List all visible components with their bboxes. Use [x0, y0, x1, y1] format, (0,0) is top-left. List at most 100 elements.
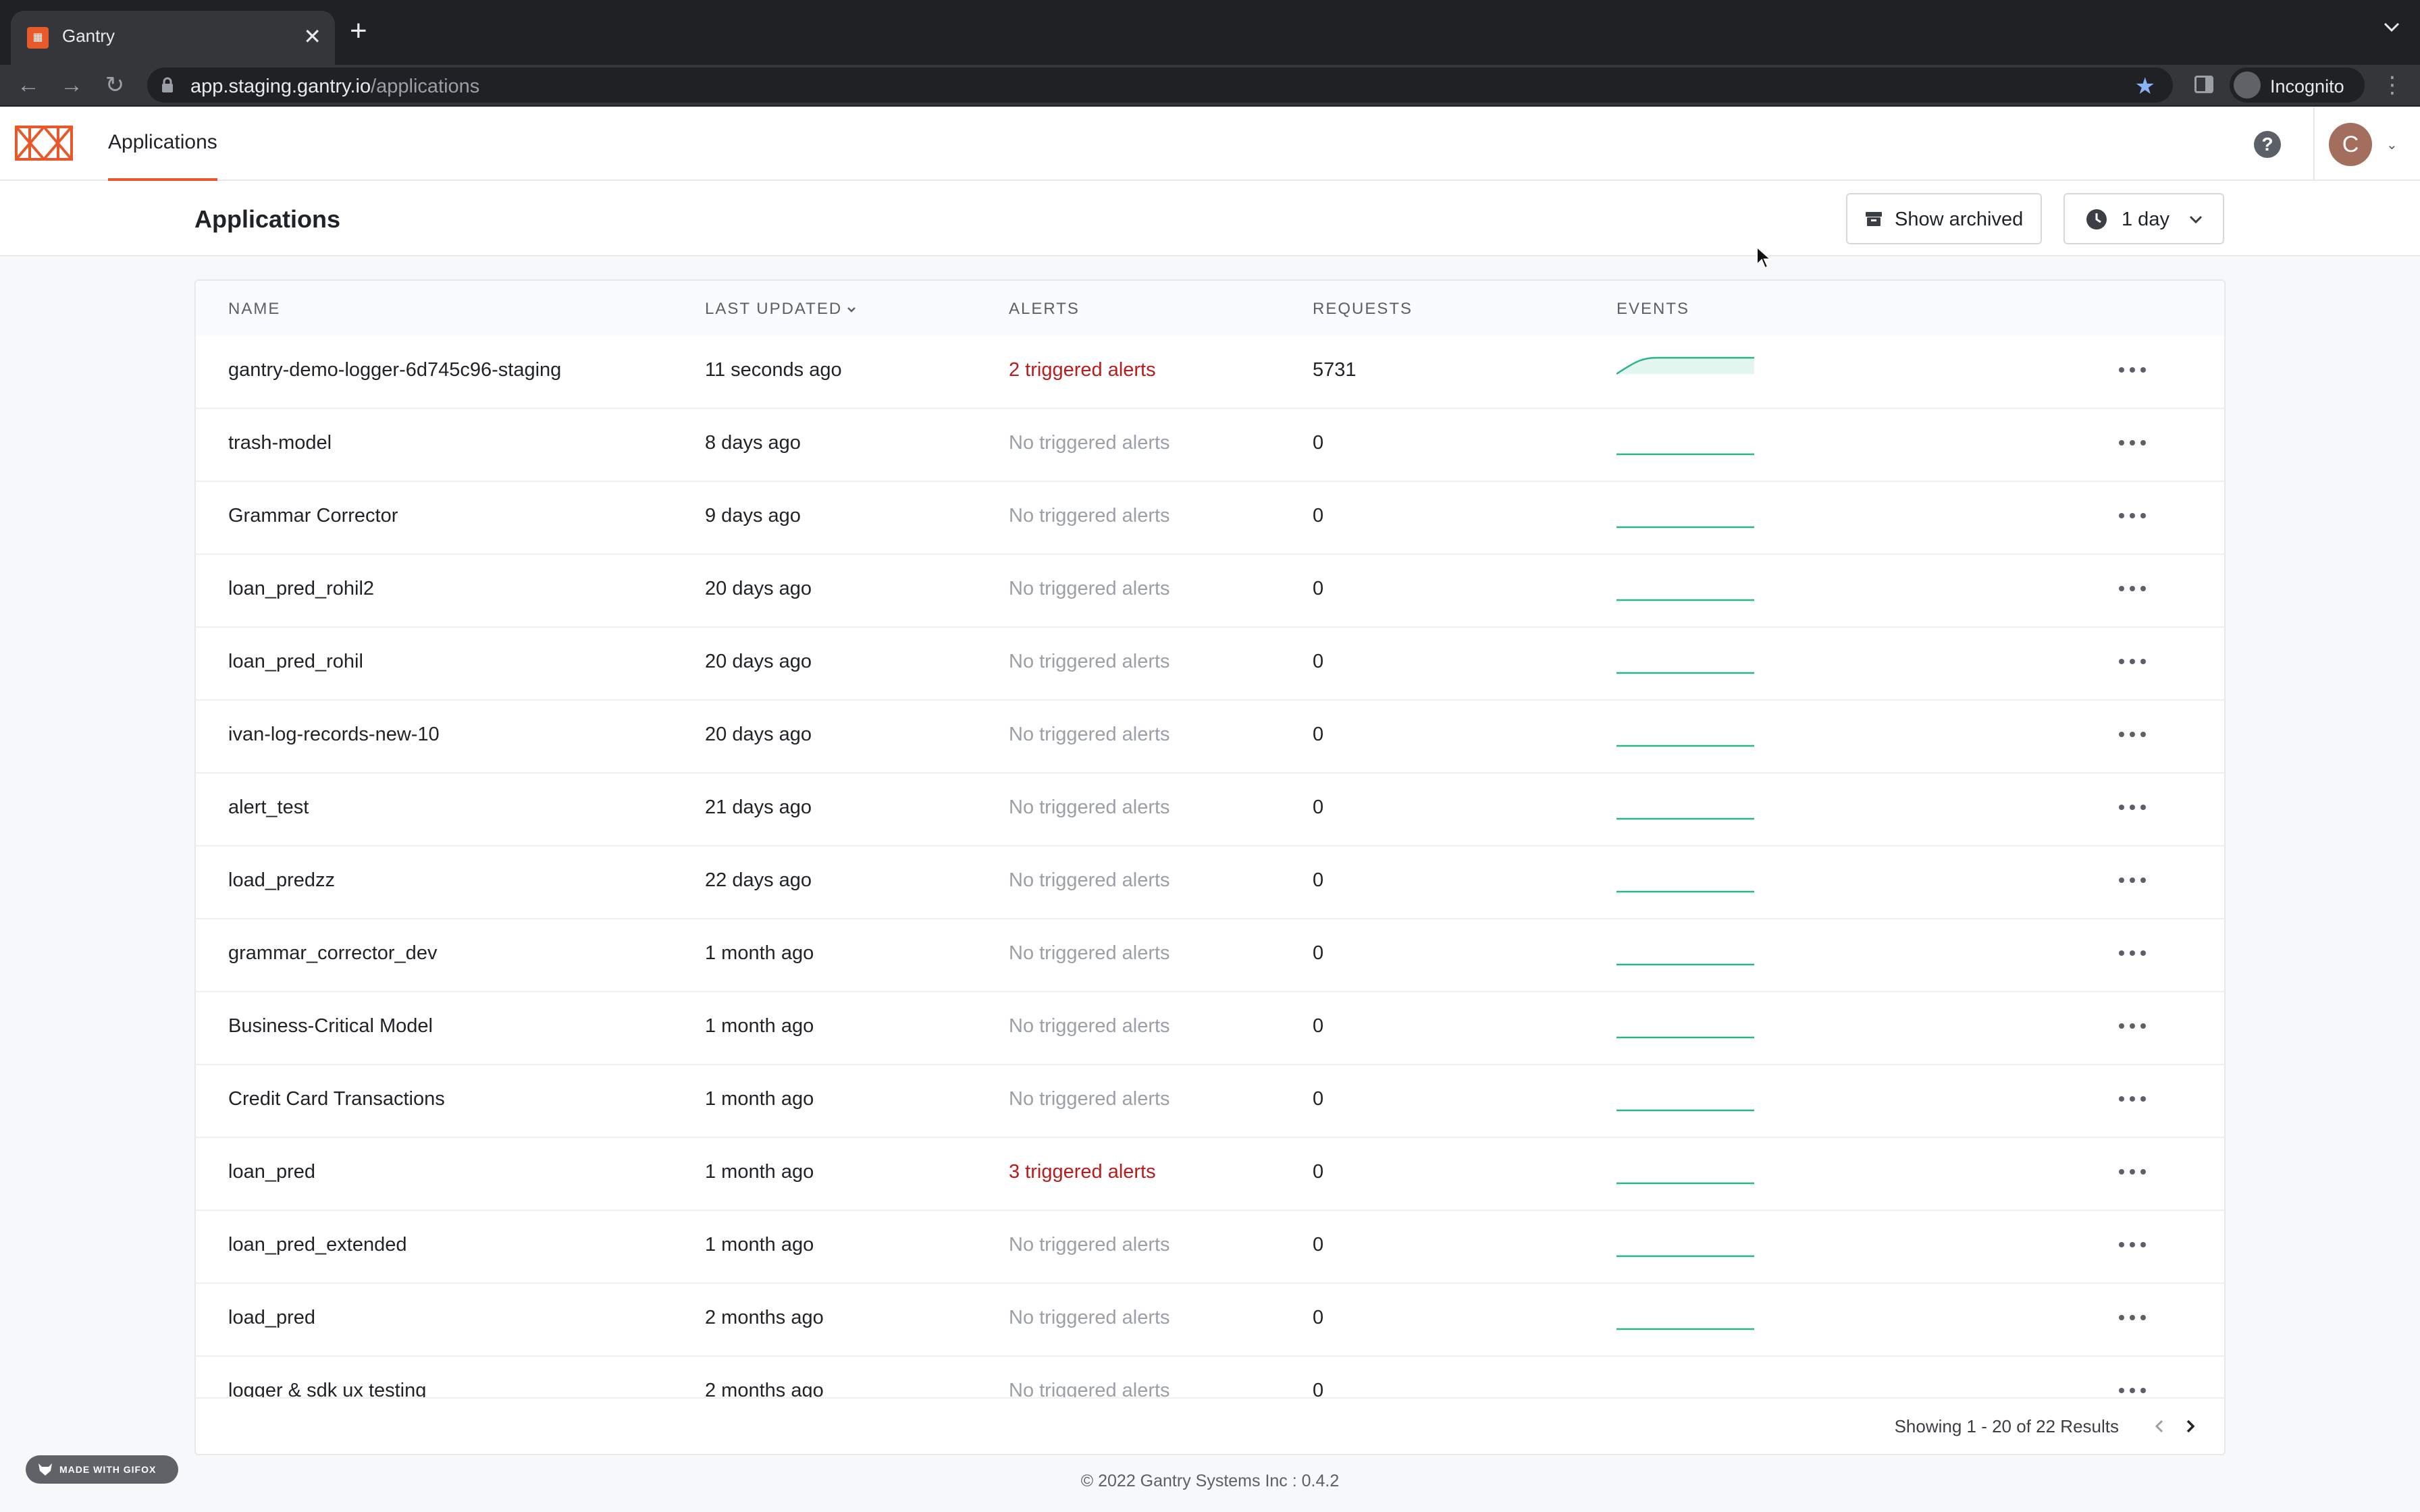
- dot: [2130, 1315, 2135, 1320]
- column-header-last-updated-label: LAST UPDATED: [705, 300, 843, 318]
- more-options-icon[interactable]: [2119, 1164, 2146, 1180]
- events-sparkline: [1616, 890, 1754, 893]
- more-options-icon[interactable]: [2119, 362, 2146, 378]
- gantry-logo-icon[interactable]: [14, 123, 74, 163]
- table-row[interactable]: Business-Critical Model 1 month ago No tri…: [196, 992, 2224, 1065]
- more-options-icon[interactable]: [2119, 1091, 2146, 1107]
- app-name[interactable]: loan_pred_rohil: [228, 651, 363, 672]
- alerts-status: No triggered alerts: [1009, 1380, 1170, 1400]
- sort-chevron-down-icon: [847, 306, 856, 313]
- app-name[interactable]: load_pred: [228, 1307, 315, 1328]
- more-options-icon[interactable]: [2119, 435, 2146, 451]
- events-sparkline: [1616, 526, 1754, 529]
- table-row[interactable]: ivan-log-records-new-10 20 days ago No tri…: [196, 701, 2224, 774]
- app-name[interactable]: ivan-log-records-new-10: [228, 724, 440, 745]
- more-options-icon[interactable]: [2119, 1382, 2146, 1399]
- table-row[interactable]: loan_pred_extended 1 month ago No triggere…: [196, 1211, 2224, 1284]
- table-row[interactable]: grammar_corrector_dev 1 month ago No trigg…: [196, 919, 2224, 992]
- back-arrow-icon[interactable]: ←: [17, 72, 40, 98]
- bookmark-star-icon[interactable]: ★: [2134, 74, 2155, 99]
- next-page-chevron-icon[interactable]: [2184, 1416, 2197, 1436]
- more-options-icon[interactable]: [2119, 1237, 2146, 1253]
- table-row[interactable]: load_predzz 22 days ago No triggered alert…: [196, 846, 2224, 919]
- user-avatar[interactable]: C: [2329, 123, 2372, 166]
- app-name[interactable]: loan_pred_extended: [228, 1234, 407, 1256]
- app-name[interactable]: trash-model: [228, 432, 332, 454]
- more-options-icon[interactable]: [2119, 799, 2146, 815]
- dot: [2119, 1242, 2124, 1247]
- side-panel-icon[interactable]: [2194, 76, 2213, 93]
- column-header-name[interactable]: NAME: [228, 300, 281, 318]
- table-row[interactable]: loan_pred 1 month ago 3 triggered alerts 0: [196, 1138, 2224, 1211]
- dot: [2140, 1096, 2146, 1102]
- new-tab-icon[interactable]: +: [350, 14, 367, 47]
- column-header-events[interactable]: EVENTS: [1616, 300, 1690, 318]
- more-options-icon[interactable]: [2119, 653, 2146, 670]
- dot: [2119, 659, 2124, 664]
- reload-icon[interactable]: ↻: [105, 72, 125, 98]
- events-sparkline: [1616, 1328, 1754, 1330]
- more-options-icon[interactable]: [2119, 580, 2146, 597]
- table-row[interactable]: loan_pred_rohil2 20 days ago No triggered …: [196, 555, 2224, 628]
- table-row[interactable]: Grammar Corrector 9 days ago No triggered …: [196, 482, 2224, 555]
- app-name[interactable]: alert_test: [228, 796, 309, 818]
- app-name[interactable]: logger & sdk ux testing: [228, 1380, 427, 1400]
- more-options-icon[interactable]: [2119, 1310, 2146, 1326]
- chevron-down-icon[interactable]: ⌄: [2386, 138, 2398, 153]
- app-name[interactable]: Business-Critical Model: [228, 1015, 433, 1037]
- time-range-label: 1 day: [2122, 209, 2169, 230]
- dot: [2130, 1023, 2135, 1029]
- dot: [2130, 878, 2135, 883]
- more-options-icon[interactable]: [2119, 945, 2146, 961]
- app-name[interactable]: Grammar Corrector: [228, 505, 398, 526]
- app-name[interactable]: loan_pred_rohil2: [228, 578, 375, 599]
- app-name[interactable]: Credit Card Transactions: [228, 1088, 445, 1110]
- table-row[interactable]: trash-model 8 days ago No triggered alerts…: [196, 409, 2224, 482]
- alerts-status: No triggered alerts: [1009, 432, 1170, 454]
- more-options-icon[interactable]: [2119, 872, 2146, 888]
- app-name[interactable]: gantry-demo-logger-6d745c96-staging: [228, 359, 562, 381]
- app-name[interactable]: loan_pred: [228, 1161, 315, 1183]
- events-sparkline: [1616, 1374, 1754, 1400]
- dot: [2130, 950, 2135, 956]
- dot: [2119, 367, 2124, 373]
- request-count: 0: [1313, 432, 1324, 454]
- gifox-badge: MADE WITH GIFOX: [26, 1455, 178, 1484]
- browser-tab[interactable]: ▦ Gantry ✕: [11, 11, 335, 65]
- address-bar[interactable]: app.staging.gantry.io/applications ★: [147, 68, 2173, 103]
- last-updated: 21 days ago: [705, 796, 812, 818]
- show-archived-label: Show archived: [1895, 209, 2024, 230]
- previous-page-chevron-icon[interactable]: [2153, 1416, 2166, 1436]
- table-row[interactable]: Credit Card Transactions 1 month ago No tr…: [196, 1065, 2224, 1138]
- browser-menu-icon[interactable]: ⋮: [2381, 72, 2404, 98]
- column-header-last-updated[interactable]: LAST UPDATED: [705, 300, 857, 319]
- request-count: 0: [1313, 942, 1324, 964]
- more-options-icon[interactable]: [2119, 1018, 2146, 1034]
- tab-search-chevron-icon[interactable]: [2382, 20, 2401, 34]
- column-header-requests[interactable]: REQUESTS: [1313, 300, 1413, 318]
- nav-tab-applications[interactable]: Applications: [108, 107, 217, 181]
- column-header-alerts[interactable]: ALERTS: [1009, 300, 1080, 318]
- incognito-profile-button[interactable]: Incognito: [2230, 68, 2365, 103]
- more-options-icon[interactable]: [2119, 726, 2146, 742]
- time-range-dropdown[interactable]: 1 day: [2063, 193, 2224, 244]
- show-archived-button[interactable]: Show archived: [1846, 193, 2042, 244]
- app-name[interactable]: load_predzz: [228, 869, 335, 891]
- table-row[interactable]: load_pred 2 months ago No triggered alerts…: [196, 1284, 2224, 1357]
- table-row[interactable]: loan_pred_rohil 20 days ago No triggered a…: [196, 628, 2224, 701]
- alerts-status: No triggered alerts: [1009, 505, 1170, 526]
- table-row[interactable]: logger & sdk ux testing 2 months ago No tr…: [196, 1357, 2224, 1400]
- table-row[interactable]: gantry-demo-logger-6d745c96-staging 11 se…: [196, 336, 2224, 409]
- dot: [2140, 950, 2146, 956]
- last-updated: 2 months ago: [705, 1380, 824, 1400]
- help-icon[interactable]: ?: [2254, 131, 2281, 158]
- close-tab-icon[interactable]: ✕: [303, 24, 321, 49]
- request-count: 0: [1313, 869, 1324, 891]
- more-options-icon[interactable]: [2119, 508, 2146, 524]
- forward-arrow-icon[interactable]: →: [60, 72, 83, 98]
- dot: [2130, 513, 2135, 518]
- app-name[interactable]: grammar_corrector_dev: [228, 942, 438, 964]
- table-row[interactable]: alert_test 21 days ago No triggered alerts…: [196, 774, 2224, 846]
- request-count: 0: [1313, 1088, 1324, 1110]
- gifox-logo-icon: [38, 1463, 52, 1476]
